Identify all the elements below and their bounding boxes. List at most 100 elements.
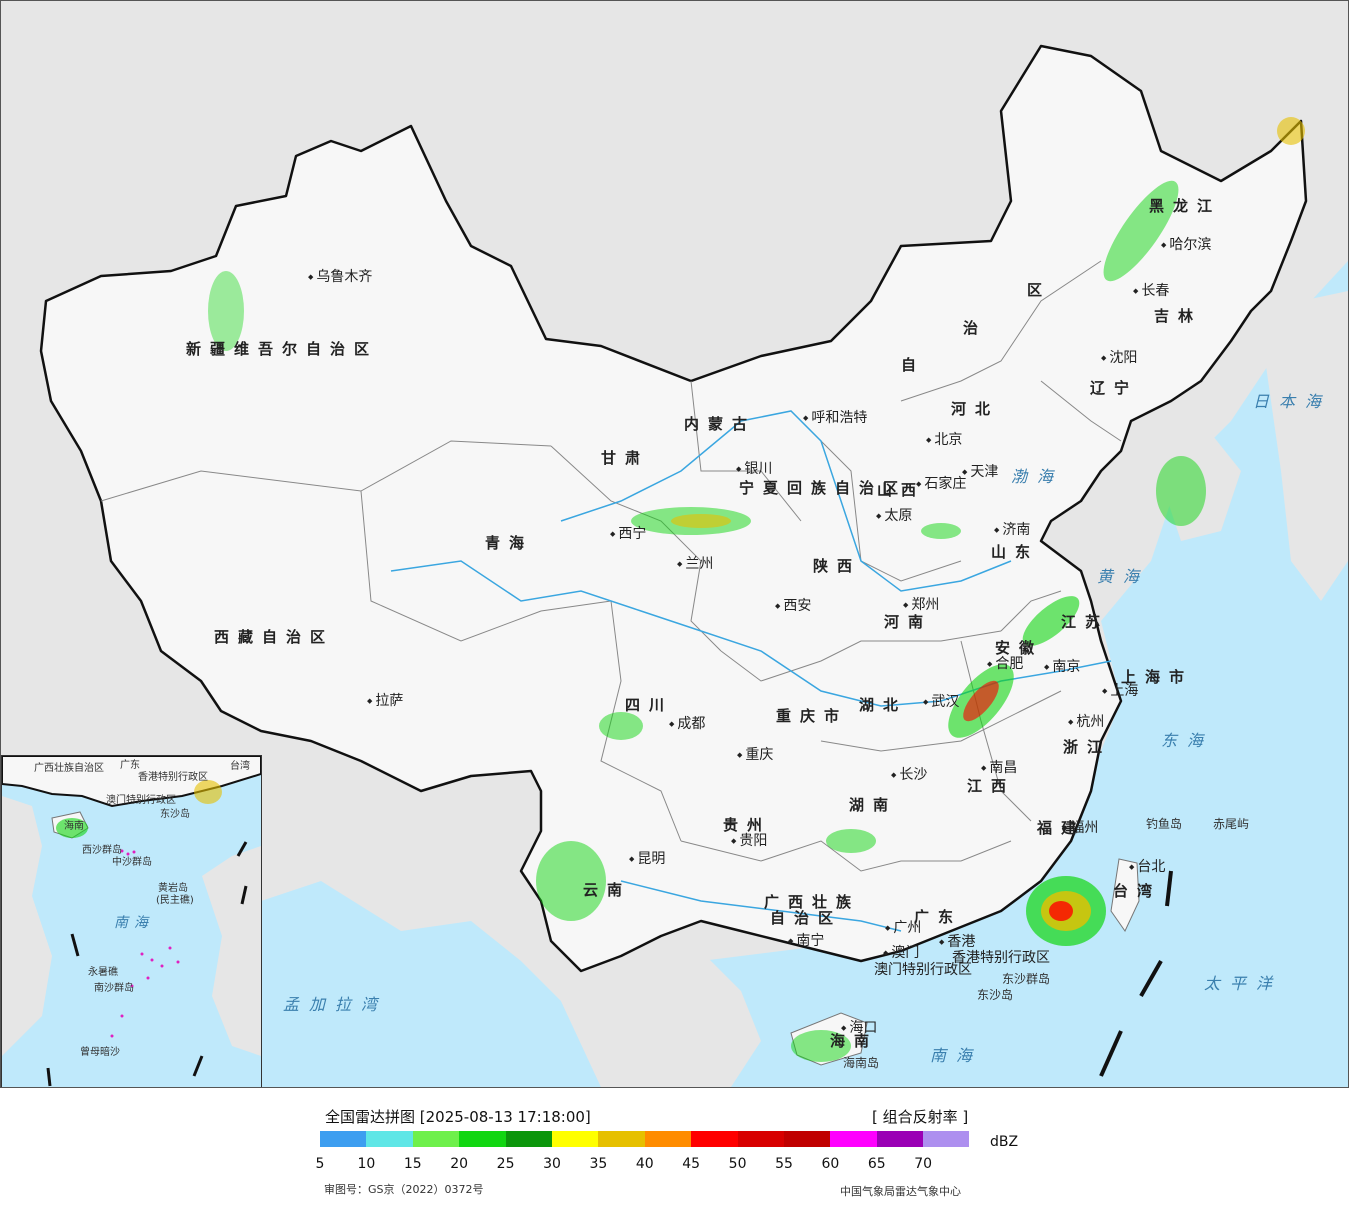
foreign-land <box>1261 291 1348 601</box>
color-bar-segment <box>505 1131 552 1147</box>
inset-basemap <box>2 756 261 1087</box>
color-bar-segment <box>923 1131 970 1147</box>
city-label: 长春 <box>1133 284 1169 298</box>
city-label: 哈尔滨 <box>1161 238 1211 252</box>
province-label: 陕西 <box>813 557 862 575</box>
inset-label: 海南 <box>64 821 84 832</box>
color-bar-segment <box>459 1131 506 1147</box>
city-label: 澳门 <box>883 946 919 960</box>
legend-tick-label: 45 <box>682 1156 701 1172</box>
city-label: 长沙 <box>891 768 927 782</box>
color-bar-segment <box>644 1131 692 1147</box>
city-label: 南宁 <box>788 934 824 948</box>
province-label: 黑龙江 <box>1149 197 1222 215</box>
color-bar-segment <box>366 1131 413 1147</box>
map-review-number: 审图号：GS京（2022）0372号 <box>324 1183 484 1196</box>
city-label: 贵阳 <box>731 834 767 848</box>
city-label: 拉萨 <box>367 694 403 708</box>
color-bar-segment <box>691 1131 738 1147</box>
inset-label: 中沙群岛 <box>112 857 152 868</box>
legend-tick-label: 65 <box>867 1156 886 1172</box>
province-label: 江苏 <box>1061 613 1110 631</box>
province-label: 新疆维吾尔自治区 <box>186 340 379 358</box>
province-label: 河南 <box>884 613 933 631</box>
island-label: 东沙岛 <box>977 988 1014 1002</box>
legend-tick-label: 35 <box>589 1156 608 1172</box>
city-label: 成都 <box>669 717 705 731</box>
city-label: 海口 <box>841 1021 877 1035</box>
province-label: 上海市 <box>1121 668 1194 686</box>
legend-tick-label: 20 <box>450 1156 469 1172</box>
sar-label: 香港特别行政区 <box>952 950 1050 966</box>
province-label: 浙江 <box>1063 738 1112 756</box>
inset-label: 香港特别行政区 <box>138 772 208 783</box>
island-label: 赤尾屿 <box>1213 817 1250 831</box>
inset-label: 南沙群岛 <box>94 983 134 994</box>
credit-text: 中国气象局雷达气象中心 <box>840 1185 961 1198</box>
city-label: 天津 <box>962 465 998 479</box>
legend-tick-label: 10 <box>357 1156 376 1172</box>
inset-label: 黄岩岛 <box>158 883 188 894</box>
color-bar-segment <box>830 1131 877 1147</box>
color-bar-segment <box>598 1131 645 1147</box>
legend-tick-label: 70 <box>914 1156 933 1172</box>
city-label: 杭州 <box>1068 715 1104 729</box>
city-label: 郑州 <box>903 598 939 612</box>
sea-label: 日本海 <box>1253 392 1332 411</box>
color-bar-segment <box>551 1131 599 1147</box>
province-label: 宁夏回族自治区 <box>739 479 908 497</box>
legend-unit: dBZ <box>990 1134 1019 1150</box>
province-label: 广东 <box>914 908 963 926</box>
inset-label: (民主礁) <box>156 895 194 906</box>
inset-label: 台湾 <box>230 761 250 772</box>
city-label: 广州 <box>885 921 921 935</box>
island-label: 东沙群岛 <box>1002 972 1051 986</box>
city-label: 呼和浩特 <box>803 411 867 425</box>
province-label: 重庆市 <box>776 707 849 725</box>
legend-tick-label: 55 <box>775 1156 793 1172</box>
city-label: 沈阳 <box>1101 351 1137 365</box>
province-label: 云南 <box>583 881 632 899</box>
province-label: 山东 <box>991 543 1040 561</box>
city-label: 济南 <box>994 523 1030 537</box>
inset-label: 曾母暗沙 <box>80 1047 120 1058</box>
color-bar-segment <box>737 1131 784 1147</box>
legend-product-label: [ 组合反射率 ] <box>872 1108 969 1126</box>
color-bar-segment <box>783 1131 831 1147</box>
province-label: 江西 <box>967 777 1016 795</box>
city-label: 太原 <box>876 509 912 523</box>
radar-map: 新疆维吾尔自治区 西藏自治区 青海 内蒙古 甘肃 四川 云南 贵州 广西壮族 自治区 广东 湖南 湖北河… <box>0 0 1349 1088</box>
province-label: 台湾 <box>1113 882 1162 900</box>
city-label: 乌鲁木齐 <box>308 270 372 284</box>
province-label: 山西 <box>877 481 926 499</box>
legend-tick-label: 60 <box>821 1156 840 1172</box>
sea-label: 东海 <box>1161 731 1214 750</box>
province-label: 自 <box>901 356 926 374</box>
city-label: 石家庄 <box>916 477 966 491</box>
sea-label: 南海 <box>930 1046 983 1065</box>
city-label: 合肥 <box>987 657 1023 671</box>
sea-label: 孟加拉湾 <box>283 995 388 1014</box>
legend-ticks: 5 10 15 20 25 30 35 40 45 50 55 60 65 70 <box>0 1156 1349 1174</box>
legend-title: 全国雷达拼图 [2025-08-13 17:18:00] <box>325 1108 591 1126</box>
legend-tick-label: 25 <box>496 1156 515 1172</box>
ocean-bay-of-bengal <box>261 881 601 1087</box>
legend-tick-label: 30 <box>543 1156 561 1172</box>
sea-label: 渤海 <box>1011 467 1064 486</box>
province-label: 青海 <box>485 534 534 552</box>
foreign-land <box>561 951 761 1087</box>
province-label: 辽宁 <box>1090 379 1139 397</box>
province-label: 湖南 <box>849 796 898 814</box>
island-label: 海南岛 <box>843 1056 880 1070</box>
city-label: 福州 <box>1062 821 1098 835</box>
province-label: 内蒙古 <box>684 415 757 433</box>
province-label: 吉林 <box>1154 307 1203 325</box>
province-label: 四川 <box>625 696 674 714</box>
inset-label: 永暑礁 <box>88 967 118 978</box>
sea-label: 太平洋 <box>1204 974 1283 993</box>
city-label: 兰州 <box>677 557 713 571</box>
city-label: 银川 <box>736 462 772 476</box>
city-label: 西宁 <box>610 527 646 541</box>
inset-label: 南海 <box>114 915 154 931</box>
province-label: 湖北 <box>859 696 908 714</box>
